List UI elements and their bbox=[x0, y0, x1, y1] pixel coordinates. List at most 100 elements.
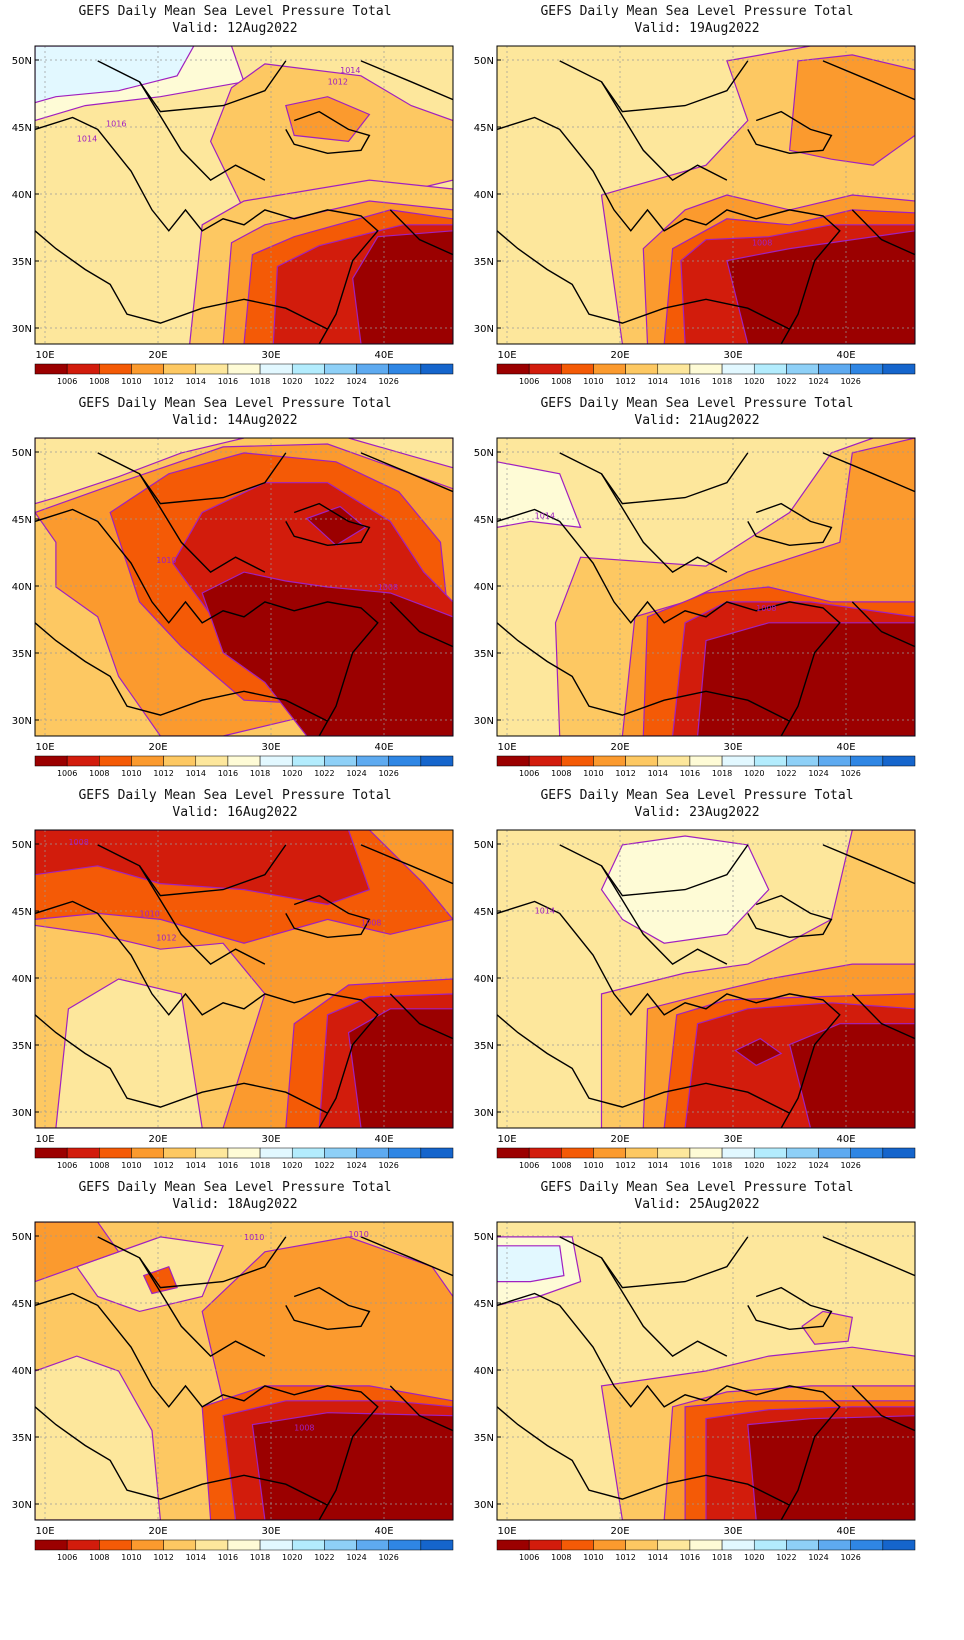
lat-label: 30N bbox=[12, 1500, 32, 1511]
coastline bbox=[600, 473, 728, 573]
colorbar-swatch bbox=[131, 1147, 164, 1159]
colorbar-label: 1024 bbox=[808, 377, 828, 386]
lon-label: 30E bbox=[723, 742, 742, 753]
pressure-map: 1008 1010 1012 1008 50N 45N 40N 35N 30N 10E 20E 30E… bbox=[12, 829, 454, 1170]
colorbar-swatch bbox=[66, 363, 100, 375]
pressure-band bbox=[497, 1245, 565, 1283]
coastline bbox=[851, 209, 915, 256]
colorbar-swatch bbox=[259, 1147, 293, 1159]
colorbar-label: 1006 bbox=[519, 377, 539, 386]
coastline bbox=[138, 81, 266, 181]
lon-label: 10E bbox=[497, 1134, 516, 1145]
colorbar-swatch bbox=[818, 755, 851, 767]
coastline bbox=[35, 900, 379, 1128]
colorbar-swatch bbox=[388, 1539, 422, 1551]
pressure-band bbox=[55, 978, 203, 1128]
colorbar-swatch bbox=[528, 1539, 562, 1551]
colorbar-swatch bbox=[66, 755, 100, 767]
map-frame bbox=[496, 437, 916, 737]
colorbar-swatch bbox=[388, 755, 422, 767]
colorbar-label: 1014 bbox=[648, 377, 668, 386]
lon-label: 20E bbox=[148, 350, 167, 361]
colorbar-label: 1014 bbox=[648, 1553, 668, 1562]
colorbar-swatch bbox=[227, 1539, 261, 1551]
pressure-band bbox=[251, 1412, 453, 1520]
lat-label: 50N bbox=[12, 56, 32, 67]
coastline bbox=[360, 452, 453, 493]
panel-title: GEFS Daily Mean Sea Level Pressure Total bbox=[78, 1180, 392, 1195]
lon-label: 30E bbox=[723, 1526, 742, 1537]
colorbar-label: 1024 bbox=[346, 769, 366, 778]
pressure-band bbox=[497, 461, 582, 529]
coastline bbox=[822, 60, 915, 101]
coastline bbox=[497, 900, 841, 1128]
colorbar-label: 1016 bbox=[680, 769, 700, 778]
lat-label: 50N bbox=[474, 840, 494, 851]
coastline bbox=[360, 1236, 453, 1277]
pressure-map: 1014 50N 45N 40N 35N 30N 10E 20E 30E 40E 1006 1008 1… bbox=[474, 829, 916, 1170]
coastline bbox=[35, 1014, 328, 1114]
lon-label: 10E bbox=[35, 350, 54, 361]
colorbar-label: 1018 bbox=[712, 1161, 732, 1170]
colorbar-swatch bbox=[420, 1539, 454, 1551]
colorbar-swatch bbox=[496, 1539, 530, 1551]
pressure-map: 1014 1008 50N 45N 40N 35N 30N 10E 20E 30E 40E 1006 1… bbox=[474, 437, 916, 778]
colorbar-label: 1024 bbox=[808, 769, 828, 778]
lon-label: 40E bbox=[836, 1134, 855, 1145]
colorbar-swatch bbox=[657, 755, 691, 767]
panel-title: GEFS Daily Mean Sea Level Pressure Total bbox=[540, 1180, 854, 1195]
lat-label: 50N bbox=[474, 1232, 494, 1243]
panel-valid-date: Valid: 23Aug2022 bbox=[634, 805, 760, 820]
contour-label: 1008 bbox=[294, 1424, 314, 1433]
colorbar-swatch bbox=[689, 1539, 723, 1551]
colorbar-swatch bbox=[388, 1147, 422, 1159]
coastline bbox=[600, 865, 728, 965]
pressure-band bbox=[788, 54, 915, 166]
coastline bbox=[35, 116, 379, 344]
coastline bbox=[389, 601, 453, 648]
colorbar-label: 1024 bbox=[346, 1161, 366, 1170]
coastline bbox=[851, 601, 915, 648]
lon-label: 20E bbox=[148, 1526, 167, 1537]
colorbar-swatch bbox=[227, 363, 261, 375]
lon-label: 40E bbox=[374, 742, 393, 753]
contour-label: 1008 bbox=[752, 239, 772, 248]
colorbar-swatch bbox=[163, 755, 197, 767]
coastline bbox=[285, 894, 371, 939]
colorbar-swatch bbox=[99, 1147, 132, 1159]
colorbar-label: 1012 bbox=[615, 1553, 635, 1562]
panel-valid-date: Valid: 25Aug2022 bbox=[634, 1197, 760, 1212]
colorbar-swatch bbox=[818, 1539, 851, 1551]
lat-label: 30N bbox=[12, 1108, 32, 1119]
colorbar-swatch bbox=[625, 363, 659, 375]
colorbar-label: 1018 bbox=[250, 377, 270, 386]
coastline bbox=[851, 993, 915, 1040]
lon-label: 40E bbox=[836, 350, 855, 361]
pressure-map: 1008 50N 45N 40N 35N 30N 10E 20E 30E 40E 1006 1008 1… bbox=[474, 45, 916, 386]
colorbar-swatch bbox=[818, 1147, 851, 1159]
colorbar-label: 1026 bbox=[841, 377, 861, 386]
panel-valid-date: Valid: 12Aug2022 bbox=[172, 21, 298, 36]
pressure-band bbox=[285, 96, 371, 143]
colorbar-swatch bbox=[721, 1539, 755, 1551]
coastline bbox=[285, 1286, 371, 1331]
colorbar-label: 1022 bbox=[314, 769, 334, 778]
lat-label: 35N bbox=[474, 1433, 494, 1444]
colorbar-label: 1016 bbox=[218, 1161, 238, 1170]
colorbar-label: 1012 bbox=[615, 377, 635, 386]
lat-label: 45N bbox=[474, 1299, 494, 1310]
colorbar-label: 1010 bbox=[583, 769, 603, 778]
colorbar-label: 1008 bbox=[89, 1553, 109, 1562]
colorbar-swatch bbox=[593, 1147, 626, 1159]
contour-label: 1008 bbox=[756, 604, 776, 613]
colorbar-swatch bbox=[689, 755, 723, 767]
colorbar-swatch bbox=[753, 363, 787, 375]
pressure-band bbox=[35, 46, 195, 104]
colorbar-swatch bbox=[496, 755, 530, 767]
coastline bbox=[389, 993, 453, 1040]
colorbar-swatch bbox=[657, 1539, 691, 1551]
colorbar-swatch bbox=[420, 363, 454, 375]
colorbar-swatch bbox=[324, 1539, 357, 1551]
pressure-band bbox=[35, 1355, 162, 1520]
pressure-band bbox=[305, 505, 367, 547]
